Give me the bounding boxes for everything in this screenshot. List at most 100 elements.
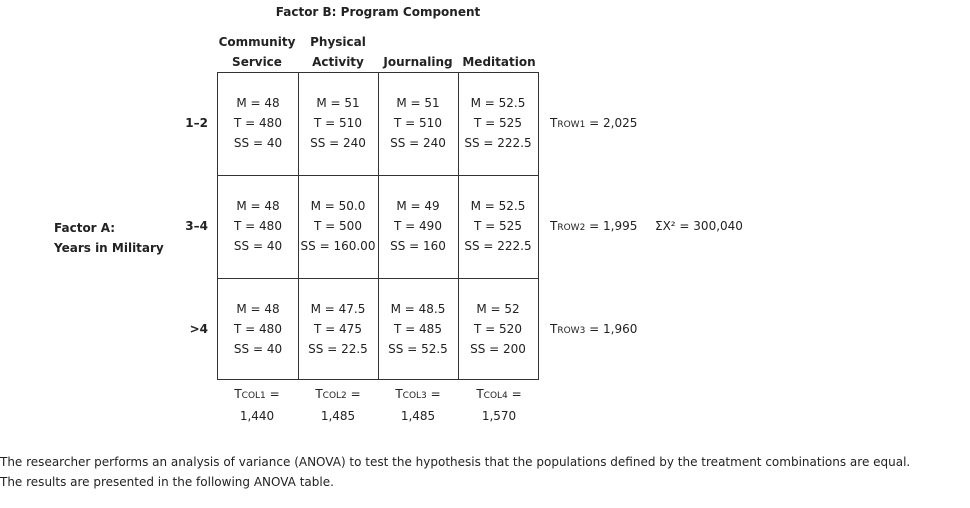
column-header-physical-activity: Physical Activity (298, 32, 378, 72)
table-cell: M = 48 T = 480 SS = 40 (218, 196, 298, 256)
cell-mean: M = 51 (396, 96, 440, 110)
cell-mean: M = 48.5 (390, 302, 446, 316)
description-paragraph: The researcher performs an analysis of v… (0, 452, 960, 492)
cell-mean: M = 50.0 (310, 199, 366, 213)
total-equals: = (507, 387, 522, 401)
total-equals: = (346, 387, 361, 401)
column-total: TCOL2 = 1,485 (298, 384, 378, 426)
cell-total: T = 525 (474, 219, 522, 233)
grid-divider (298, 73, 299, 379)
table-cell: M = 51 T = 510 SS = 240 (298, 93, 378, 153)
cell-ss: SS = 52.5 (388, 342, 448, 356)
column-header-line2: Service (232, 55, 282, 69)
row-label-over-4: >4 (189, 322, 208, 336)
cell-mean: M = 51 (316, 96, 360, 110)
cell-mean: M = 52 (476, 302, 520, 316)
total-letter: T (476, 387, 484, 401)
column-total: TCOL4 = 1,570 (458, 384, 540, 426)
row-total-value: = 1,960 (585, 322, 638, 336)
row-total: TROW1 = 2,025 (550, 116, 637, 130)
total-subscript: COL1 (241, 391, 266, 401)
column-total: TCOL3 = 1,485 (378, 384, 458, 426)
cell-ss: SS = 160.00 (300, 239, 376, 253)
cell-total: T = 475 (314, 322, 362, 336)
cell-ss: SS = 40 (233, 342, 283, 356)
total-letter: T (234, 387, 242, 401)
total-letter: T (395, 387, 403, 401)
cell-ss: SS = 240 (310, 136, 366, 150)
table-cell: M = 47.5 T = 475 SS = 22.5 (298, 299, 378, 359)
column-header-line2: Activity (312, 55, 364, 69)
factor-a-label: Factor A: Years in Military (54, 218, 164, 258)
cell-mean: M = 52.5 (470, 199, 526, 213)
cell-ss: SS = 222.5 (464, 239, 532, 253)
column-header-line2: Meditation (462, 55, 536, 69)
table-cell: M = 50.0 T = 500 SS = 160.00 (298, 196, 378, 256)
row-label-1-2: 1–2 (185, 116, 208, 130)
cell-total: T = 480 (234, 219, 282, 233)
cell-mean: M = 49 (396, 199, 440, 213)
row-total-value: = 2,025 (585, 116, 638, 130)
total-equals: = (426, 387, 441, 401)
total-subscript: ROW3 (557, 326, 586, 336)
description-line: The researcher performs an analysis of v… (0, 455, 911, 469)
factor-a-line1: Factor A: (54, 221, 116, 235)
column-total: TCOL1 = 1,440 (217, 384, 297, 426)
total-subscript: ROW1 (557, 120, 586, 130)
total-subscript: COL2 (322, 391, 347, 401)
column-header-line2: Journaling (383, 55, 453, 69)
row-total-value: = 1,995 (585, 219, 638, 233)
cell-ss: SS = 222.5 (464, 136, 532, 150)
factor-a-line2: Years in Military (54, 241, 164, 255)
table-cell: M = 49 T = 490 SS = 160 (378, 196, 458, 256)
cell-total: T = 525 (474, 116, 522, 130)
column-header-community-service: Community Service (217, 32, 297, 72)
cell-mean: M = 52.5 (470, 96, 526, 110)
total-letter: T (550, 116, 558, 130)
cell-ss: SS = 160 (390, 239, 446, 253)
table-cell: M = 51 T = 510 SS = 240 (378, 93, 458, 153)
sum-x-squared: ΣX² = 300,040 (655, 219, 743, 233)
total-letter: T (550, 322, 558, 336)
column-total-value: 1,440 (239, 409, 275, 423)
cell-total: T = 480 (234, 116, 282, 130)
cell-ss: SS = 40 (233, 239, 283, 253)
column-total-value: 1,570 (481, 409, 517, 423)
cell-total: T = 490 (394, 219, 442, 233)
total-letter: T (315, 387, 323, 401)
cell-total: T = 510 (394, 116, 442, 130)
table-cell: M = 48 T = 480 SS = 40 (218, 93, 298, 153)
row-total: TROW3 = 1,960 (550, 322, 637, 336)
cell-total: T = 500 (314, 219, 362, 233)
total-equals: = (265, 387, 280, 401)
total-subscript: COL4 (483, 391, 508, 401)
cell-total: T = 485 (394, 322, 442, 336)
grid-divider (458, 73, 459, 379)
description-line: The results are presented in the followi… (0, 475, 334, 489)
column-header-line1: Physical (310, 35, 366, 49)
column-total-value: 1,485 (320, 409, 356, 423)
cell-mean: M = 48 (236, 199, 280, 213)
column-header-line1: Community (218, 35, 296, 49)
total-subscript: ROW2 (557, 223, 586, 233)
data-table-grid: M = 48 T = 480 SS = 40 M = 51 T = 510 SS… (217, 72, 539, 380)
factor-b-title: Factor B: Program Component (275, 5, 481, 19)
column-total-value: 1,485 (400, 409, 436, 423)
cell-total: T = 510 (314, 116, 362, 130)
column-header-journaling: Journaling (378, 32, 458, 72)
total-subscript: COL3 (402, 391, 427, 401)
cell-mean: M = 48 (236, 96, 280, 110)
grid-divider (218, 278, 538, 279)
row-total: TROW2 = 1,995 (550, 219, 637, 233)
table-cell: M = 52.5 T = 525 SS = 222.5 (458, 93, 538, 153)
table-cell: M = 52 T = 520 SS = 200 (458, 299, 538, 359)
cell-mean: M = 48 (236, 302, 280, 316)
row-label-3-4: 3–4 (185, 219, 208, 233)
cell-mean: M = 47.5 (310, 302, 366, 316)
cell-ss: SS = 22.5 (308, 342, 368, 356)
grid-divider (218, 175, 538, 176)
table-cell: M = 48.5 T = 485 SS = 52.5 (378, 299, 458, 359)
grid-divider (378, 73, 379, 379)
table-cell: M = 52.5 T = 525 SS = 222.5 (458, 196, 538, 256)
cell-total: T = 480 (234, 322, 282, 336)
